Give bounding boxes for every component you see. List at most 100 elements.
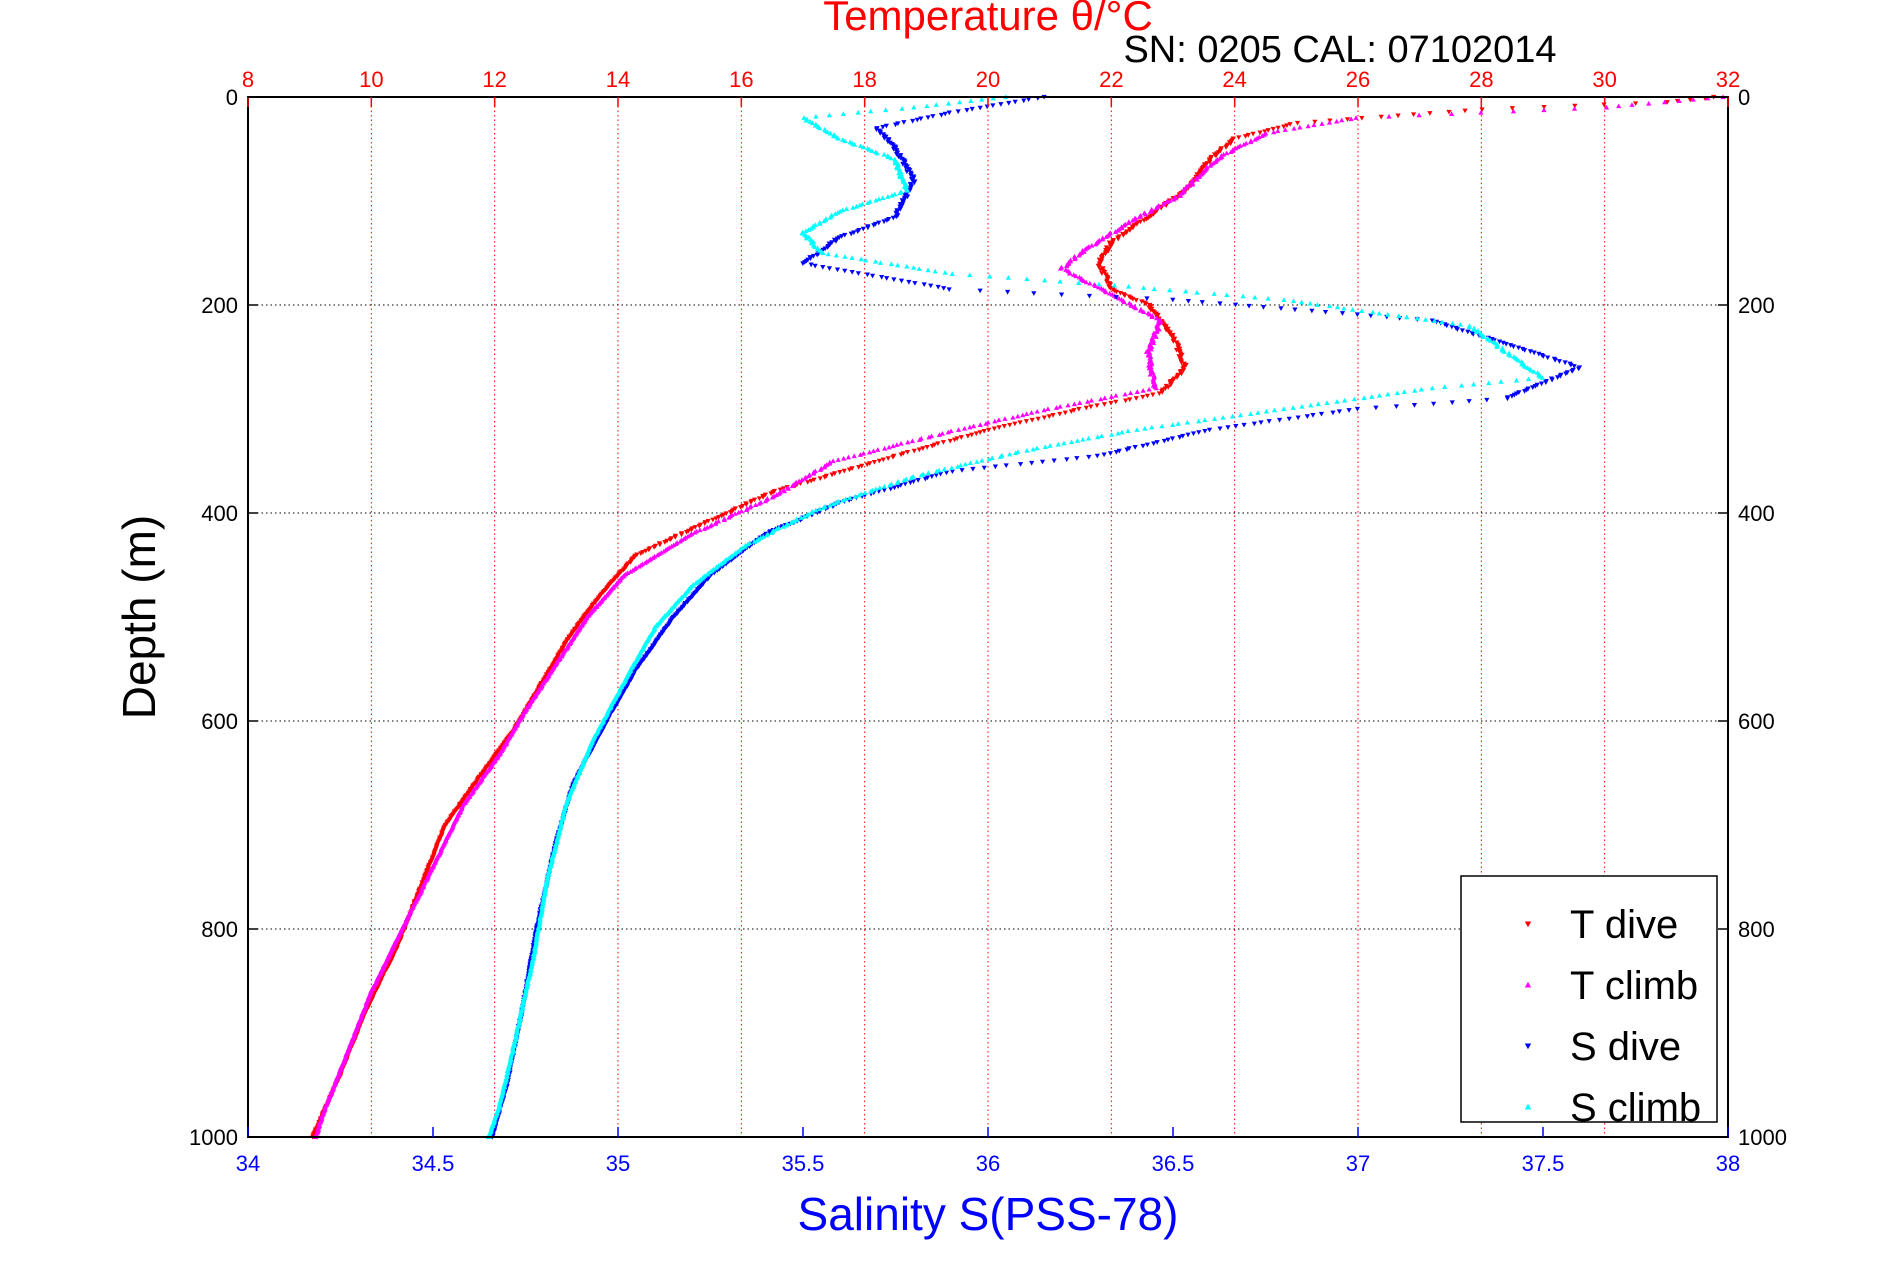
data-point: [1045, 406, 1051, 412]
data-point: [1050, 413, 1056, 418]
data-point: [1290, 405, 1296, 410]
data-point: [1096, 281, 1102, 287]
data-point: [766, 530, 773, 536]
data-point: [627, 569, 634, 574]
data-point: [860, 450, 867, 456]
data-point: [1047, 443, 1053, 448]
data-point: [1568, 362, 1574, 368]
data-point: [756, 496, 762, 502]
data-point: [642, 560, 648, 565]
tick-label-temperature: 14: [606, 67, 630, 92]
data-point: [756, 501, 762, 506]
data-point: [873, 127, 880, 133]
data-point: [754, 537, 760, 543]
data-point: [840, 207, 846, 213]
data-point: [697, 527, 703, 533]
data-point: [1315, 401, 1321, 407]
data-point: [969, 106, 975, 112]
data-point: [890, 454, 896, 460]
data-point: [895, 121, 901, 126]
data-point: [1029, 417, 1035, 423]
data-point: [1307, 300, 1313, 306]
data-point: [1102, 395, 1108, 401]
data-point: [842, 232, 848, 238]
data-point: [880, 195, 886, 201]
data-point: [1113, 295, 1119, 300]
data-point: [931, 442, 938, 448]
data-point: [1541, 104, 1547, 110]
data-point: [817, 221, 823, 226]
tick-label-salinity: 35.5: [782, 1151, 825, 1176]
data-point: [1074, 438, 1081, 443]
data-point: [842, 254, 848, 259]
tick-label-depth-right: 600: [1738, 709, 1775, 734]
data-point: [1089, 242, 1095, 248]
data-point: [1130, 225, 1136, 231]
data-point: [1024, 411, 1030, 416]
data-point: [1496, 339, 1503, 345]
data-point: [911, 448, 917, 454]
data-point: [1224, 292, 1230, 298]
data-point: [1150, 392, 1156, 398]
data-point: [1055, 441, 1061, 447]
data-point: [1396, 313, 1402, 318]
data-point: [1141, 285, 1147, 290]
data-point: [1093, 241, 1099, 247]
data-point: [911, 104, 917, 110]
data-point: [1404, 314, 1410, 320]
data-point: [848, 231, 854, 237]
data-point: [1633, 101, 1639, 107]
data-point: [1416, 112, 1422, 118]
data-point: [1439, 319, 1445, 325]
data-point: [1368, 313, 1374, 319]
data-point: [853, 203, 860, 209]
data-point: [1133, 298, 1139, 303]
data-point: [1250, 131, 1256, 137]
data-point: [884, 218, 890, 223]
data-point: [780, 524, 787, 529]
data-point: [1204, 161, 1210, 166]
data-point: [1113, 392, 1119, 398]
data-point: [977, 288, 983, 294]
data-point: [1224, 150, 1230, 156]
data-point: [1146, 305, 1152, 311]
tick-label-temperature: 18: [852, 67, 876, 92]
data-point: [1102, 269, 1108, 275]
data-point: [1102, 251, 1109, 257]
data-point: [1563, 371, 1569, 377]
data-point: [812, 263, 818, 269]
points-layer: [310, 94, 1726, 1140]
data-point: [803, 233, 809, 238]
data-point: [1057, 403, 1063, 409]
data-point: [1149, 424, 1155, 430]
legend: T dive T climb S dive S climb: [1460, 875, 1718, 1130]
data-point: [1225, 425, 1231, 430]
data-point: [1284, 123, 1290, 128]
data-point: [1386, 113, 1392, 119]
data-point: [1351, 396, 1357, 402]
data-point: [1556, 359, 1563, 364]
data-point: [1545, 355, 1551, 361]
data-point: [801, 115, 807, 120]
data-point: [811, 477, 817, 483]
data-point: [1310, 413, 1316, 418]
data-point: [760, 495, 766, 500]
data-point: [885, 154, 891, 160]
data-point: [1064, 457, 1070, 462]
data-point: [860, 226, 866, 232]
data-point: [1295, 415, 1301, 421]
data-point: [981, 465, 987, 471]
data-point: [1005, 289, 1011, 295]
data-point: [1031, 291, 1037, 296]
data-point: [1498, 379, 1504, 384]
data-point: [707, 523, 713, 529]
data-point: [1662, 99, 1668, 105]
data-point: [1148, 361, 1154, 367]
data-point: [1077, 400, 1083, 405]
data-point: [1165, 385, 1171, 390]
data-point: [1126, 284, 1132, 289]
data-point: [914, 117, 920, 123]
data-point: [841, 497, 847, 503]
data-point: [1024, 448, 1030, 453]
data-point: [1073, 273, 1079, 279]
